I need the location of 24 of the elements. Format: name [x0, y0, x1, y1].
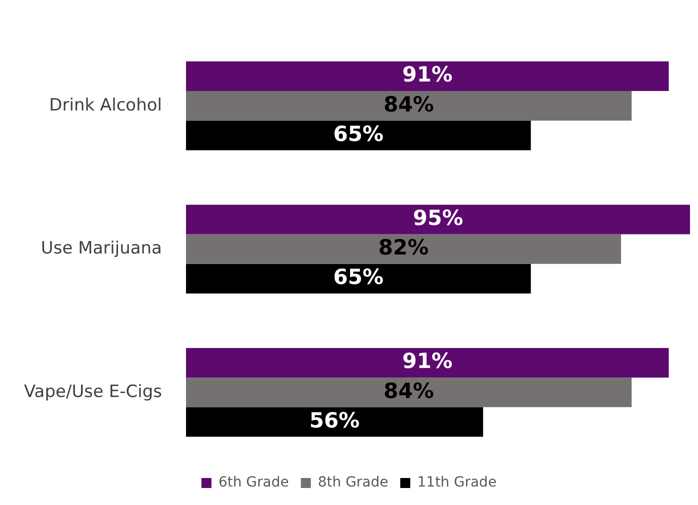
bar: [186, 61, 669, 92]
data-label: 65%: [333, 265, 384, 290]
y-tick-label: Drink Alcohol: [49, 95, 162, 116]
data-label: 84%: [384, 378, 434, 403]
bar: [186, 120, 531, 150]
data-label: 91%: [402, 62, 453, 87]
legend-label: 8th Grade: [318, 474, 388, 491]
bar: [186, 378, 632, 408]
bar: [186, 234, 622, 264]
bar: [186, 348, 669, 378]
bar: [186, 204, 690, 234]
bar: [186, 407, 484, 437]
legend-label: 6th Grade: [218, 474, 289, 491]
data-label: 91%: [402, 349, 453, 374]
data-label: 82%: [378, 236, 429, 260]
data-label: 56%: [309, 408, 360, 432]
data-label: 65%: [333, 122, 384, 146]
bar: [186, 91, 632, 121]
y-tick-label: Vape/Use E-Cigs: [24, 382, 162, 402]
data-label: 95%: [412, 206, 464, 230]
y-tick-label: Use Marijuana: [40, 238, 162, 259]
bar: [186, 264, 531, 294]
data-label: 84%: [384, 92, 434, 116]
legend-label: 11th Grade: [417, 474, 497, 491]
